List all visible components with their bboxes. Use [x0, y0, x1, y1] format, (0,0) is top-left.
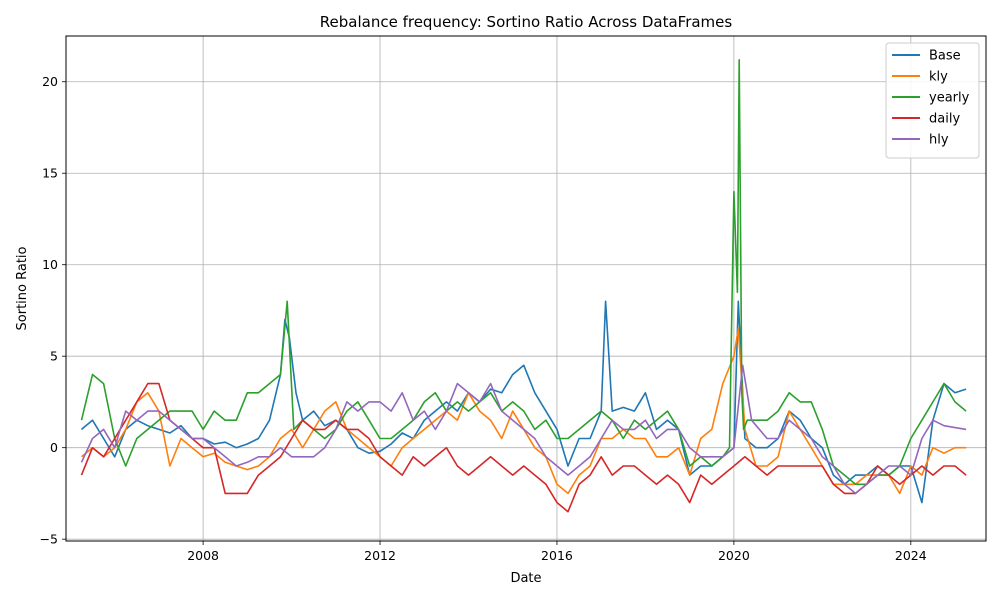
y-axis-label: Sortino Ratio	[15, 246, 30, 330]
x-tick-label: 2008	[187, 548, 219, 563]
legend-label-yearly: yearly	[929, 91, 970, 106]
grid	[66, 36, 986, 541]
x-axis: 2008 2012 2016 2020 2024	[187, 541, 927, 563]
legend-label-hly: hly	[929, 133, 949, 148]
series-line-hly	[80, 364, 967, 495]
x-axis-label: Date	[510, 571, 541, 586]
x-tick-label: 2020	[718, 548, 750, 563]
x-tick-label: 2024	[895, 548, 927, 563]
series-line-kly	[80, 328, 967, 495]
y-tick-label: 20	[42, 74, 58, 89]
y-axis: −5 0 5 10 15 20	[40, 74, 66, 547]
legend-label-kly: kly	[929, 70, 948, 85]
x-tick-label: 2012	[364, 548, 396, 563]
y-tick-label: 0	[50, 440, 58, 455]
x-tick-label: 2016	[541, 548, 573, 563]
legend-label-Base: Base	[929, 49, 961, 64]
series-line-yearly	[80, 59, 967, 486]
chart-title: Rebalance frequency: Sortino Ratio Acros…	[320, 13, 733, 31]
legend-label-daily: daily	[929, 112, 960, 127]
series-line-daily	[80, 382, 967, 513]
y-tick-label: 15	[42, 166, 58, 181]
series-lines	[80, 59, 967, 513]
y-tick-label: 5	[50, 349, 58, 364]
y-tick-label: −5	[40, 532, 58, 547]
plot-frame	[65, 35, 987, 542]
legend: Base kly yearly daily hly	[885, 42, 980, 159]
y-tick-label: 10	[42, 257, 58, 272]
legend-box	[885, 42, 980, 159]
